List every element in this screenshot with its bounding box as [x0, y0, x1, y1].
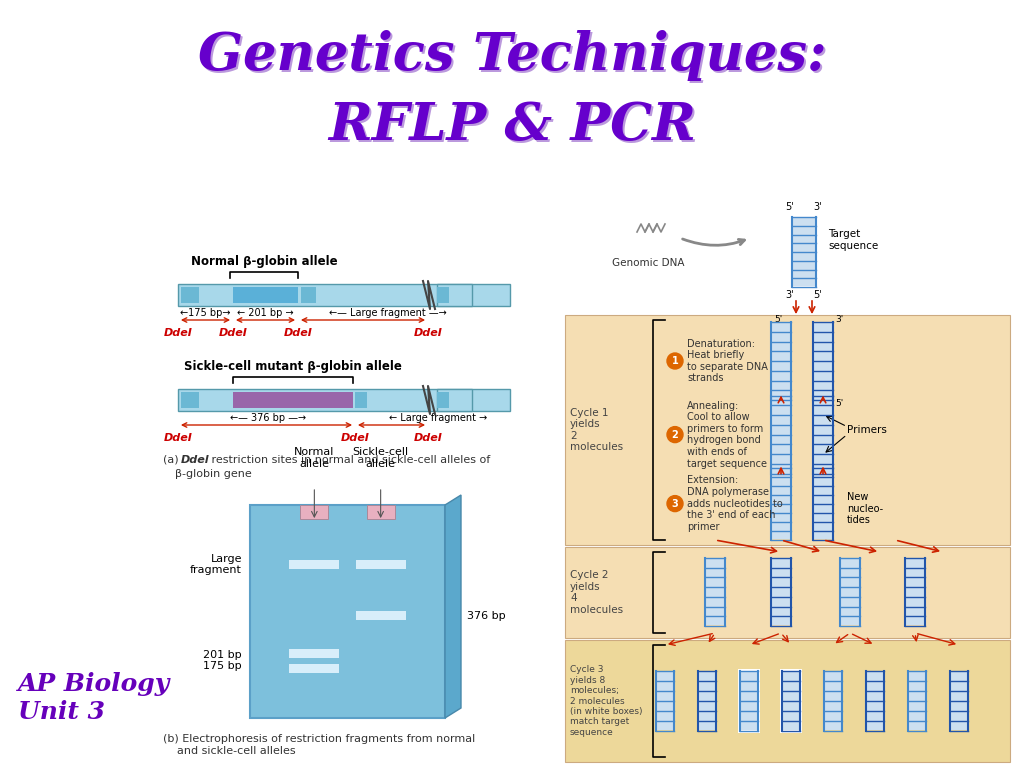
- Bar: [233, 392, 353, 408]
- Text: Annealing:
Cool to allow
primers to form
hydrogen bond
with ends of
target seque: Annealing: Cool to allow primers to form…: [687, 401, 767, 468]
- Text: ← Large fragment →: ← Large fragment →: [389, 413, 487, 423]
- Text: RFLP & PCR: RFLP & PCR: [328, 100, 696, 151]
- Bar: [772, 323, 790, 399]
- Text: AP Biology
Unit 3: AP Biology Unit 3: [18, 672, 170, 723]
- Bar: [437, 287, 449, 303]
- Bar: [355, 611, 406, 620]
- Bar: [178, 389, 510, 411]
- Text: 376 bp: 376 bp: [467, 611, 506, 621]
- Text: ←— Large fragment —→: ←— Large fragment —→: [329, 308, 446, 318]
- Bar: [437, 284, 472, 306]
- Polygon shape: [445, 495, 461, 718]
- Bar: [657, 672, 673, 730]
- Bar: [906, 559, 924, 625]
- Bar: [181, 392, 199, 408]
- Bar: [367, 505, 394, 519]
- Bar: [741, 672, 757, 730]
- Text: RFLP & PCR: RFLP & PCR: [330, 102, 698, 153]
- Text: β-globin gene: β-globin gene: [175, 469, 252, 479]
- Text: DdeI: DdeI: [164, 433, 193, 443]
- Bar: [909, 672, 925, 730]
- Bar: [841, 559, 859, 625]
- Bar: [565, 640, 1010, 762]
- Text: 5': 5': [785, 202, 795, 212]
- Bar: [290, 664, 339, 673]
- Text: DdeI: DdeI: [414, 328, 442, 338]
- Text: Cycle 1
yields
2
molecules: Cycle 1 yields 2 molecules: [570, 408, 624, 452]
- Text: Cycle 2
yields
4
molecules: Cycle 2 yields 4 molecules: [570, 570, 624, 615]
- Bar: [814, 323, 831, 399]
- Text: DdeI: DdeI: [414, 433, 442, 443]
- Bar: [565, 315, 1010, 545]
- Bar: [780, 669, 802, 733]
- Text: 201 bp
175 bp: 201 bp 175 bp: [204, 650, 242, 671]
- Bar: [437, 392, 449, 408]
- Text: Normal
allele: Normal allele: [294, 448, 335, 469]
- Bar: [181, 287, 199, 303]
- Bar: [825, 672, 841, 730]
- Text: Genetics Techniques:: Genetics Techniques:: [198, 30, 826, 81]
- Text: (a): (a): [163, 455, 182, 465]
- Text: 3': 3': [814, 202, 822, 212]
- Bar: [867, 672, 883, 730]
- Text: DdeI: DdeI: [218, 328, 248, 338]
- Text: Target
sequence: Target sequence: [828, 229, 879, 251]
- Text: New
nucleo-
tides: New nucleo- tides: [847, 492, 883, 525]
- Text: 1: 1: [672, 356, 678, 366]
- Bar: [738, 669, 760, 733]
- Bar: [772, 396, 790, 472]
- Circle shape: [667, 426, 683, 442]
- Text: 3': 3': [775, 399, 783, 408]
- Text: DdeI: DdeI: [284, 328, 312, 338]
- Bar: [290, 560, 339, 568]
- Text: Sickle-cell
allele: Sickle-cell allele: [352, 448, 409, 469]
- Bar: [250, 505, 445, 718]
- Bar: [565, 547, 1010, 638]
- Text: ←175 bp→: ←175 bp→: [180, 308, 230, 318]
- Text: 5': 5': [775, 315, 783, 323]
- Text: DdeI: DdeI: [341, 433, 370, 443]
- Text: restriction sites in normal and sickle-cell alleles of: restriction sites in normal and sickle-c…: [208, 455, 490, 465]
- Bar: [772, 559, 790, 625]
- Text: Primers: Primers: [847, 425, 887, 435]
- Text: Ddel: Ddel: [181, 455, 210, 465]
- Bar: [300, 505, 329, 519]
- Text: Normal β-globin allele: Normal β-globin allele: [190, 255, 337, 268]
- Circle shape: [667, 495, 683, 511]
- Text: 3': 3': [785, 290, 795, 300]
- Circle shape: [667, 353, 683, 369]
- Bar: [178, 284, 510, 306]
- Text: 3: 3: [672, 498, 678, 508]
- Bar: [290, 649, 339, 658]
- Bar: [783, 672, 799, 730]
- Bar: [355, 392, 367, 408]
- Bar: [793, 218, 815, 286]
- Text: Cycle 3
yields 8
molecules;
2 molecules
(in white boxes)
match target
sequence: Cycle 3 yields 8 molecules; 2 molecules …: [570, 665, 642, 737]
- Text: Genomic DNA: Genomic DNA: [611, 258, 684, 268]
- Bar: [233, 287, 298, 303]
- Text: Genetics Techniques:: Genetics Techniques:: [200, 32, 828, 83]
- Bar: [814, 468, 831, 538]
- Bar: [951, 672, 967, 730]
- Bar: [706, 559, 724, 625]
- Bar: [814, 396, 831, 472]
- Text: 3': 3': [835, 315, 843, 323]
- Bar: [355, 560, 406, 568]
- Text: 5': 5': [835, 399, 843, 408]
- Text: ← 201 bp →: ← 201 bp →: [237, 308, 293, 318]
- Text: Large
fragment: Large fragment: [190, 554, 242, 575]
- Text: 5': 5': [814, 290, 822, 300]
- Bar: [772, 468, 790, 538]
- Text: (b) Electrophoresis of restriction fragments from normal
    and sickle-cell all: (b) Electrophoresis of restriction fragm…: [163, 734, 475, 756]
- Text: Extension:
DNA polymerase
adds nucleotides to
the 3' end of each
primer: Extension: DNA polymerase adds nucleotid…: [687, 475, 782, 531]
- Text: Denaturation:
Heat briefly
to separate DNA
strands: Denaturation: Heat briefly to separate D…: [687, 339, 768, 383]
- Text: Sickle-cell mutant β-globin allele: Sickle-cell mutant β-globin allele: [184, 360, 402, 373]
- Text: ←— 376 bp —→: ←— 376 bp —→: [230, 413, 306, 423]
- Bar: [699, 672, 715, 730]
- Bar: [437, 389, 472, 411]
- Text: 2: 2: [672, 429, 678, 439]
- Bar: [301, 287, 316, 303]
- Text: DdeI: DdeI: [164, 328, 193, 338]
